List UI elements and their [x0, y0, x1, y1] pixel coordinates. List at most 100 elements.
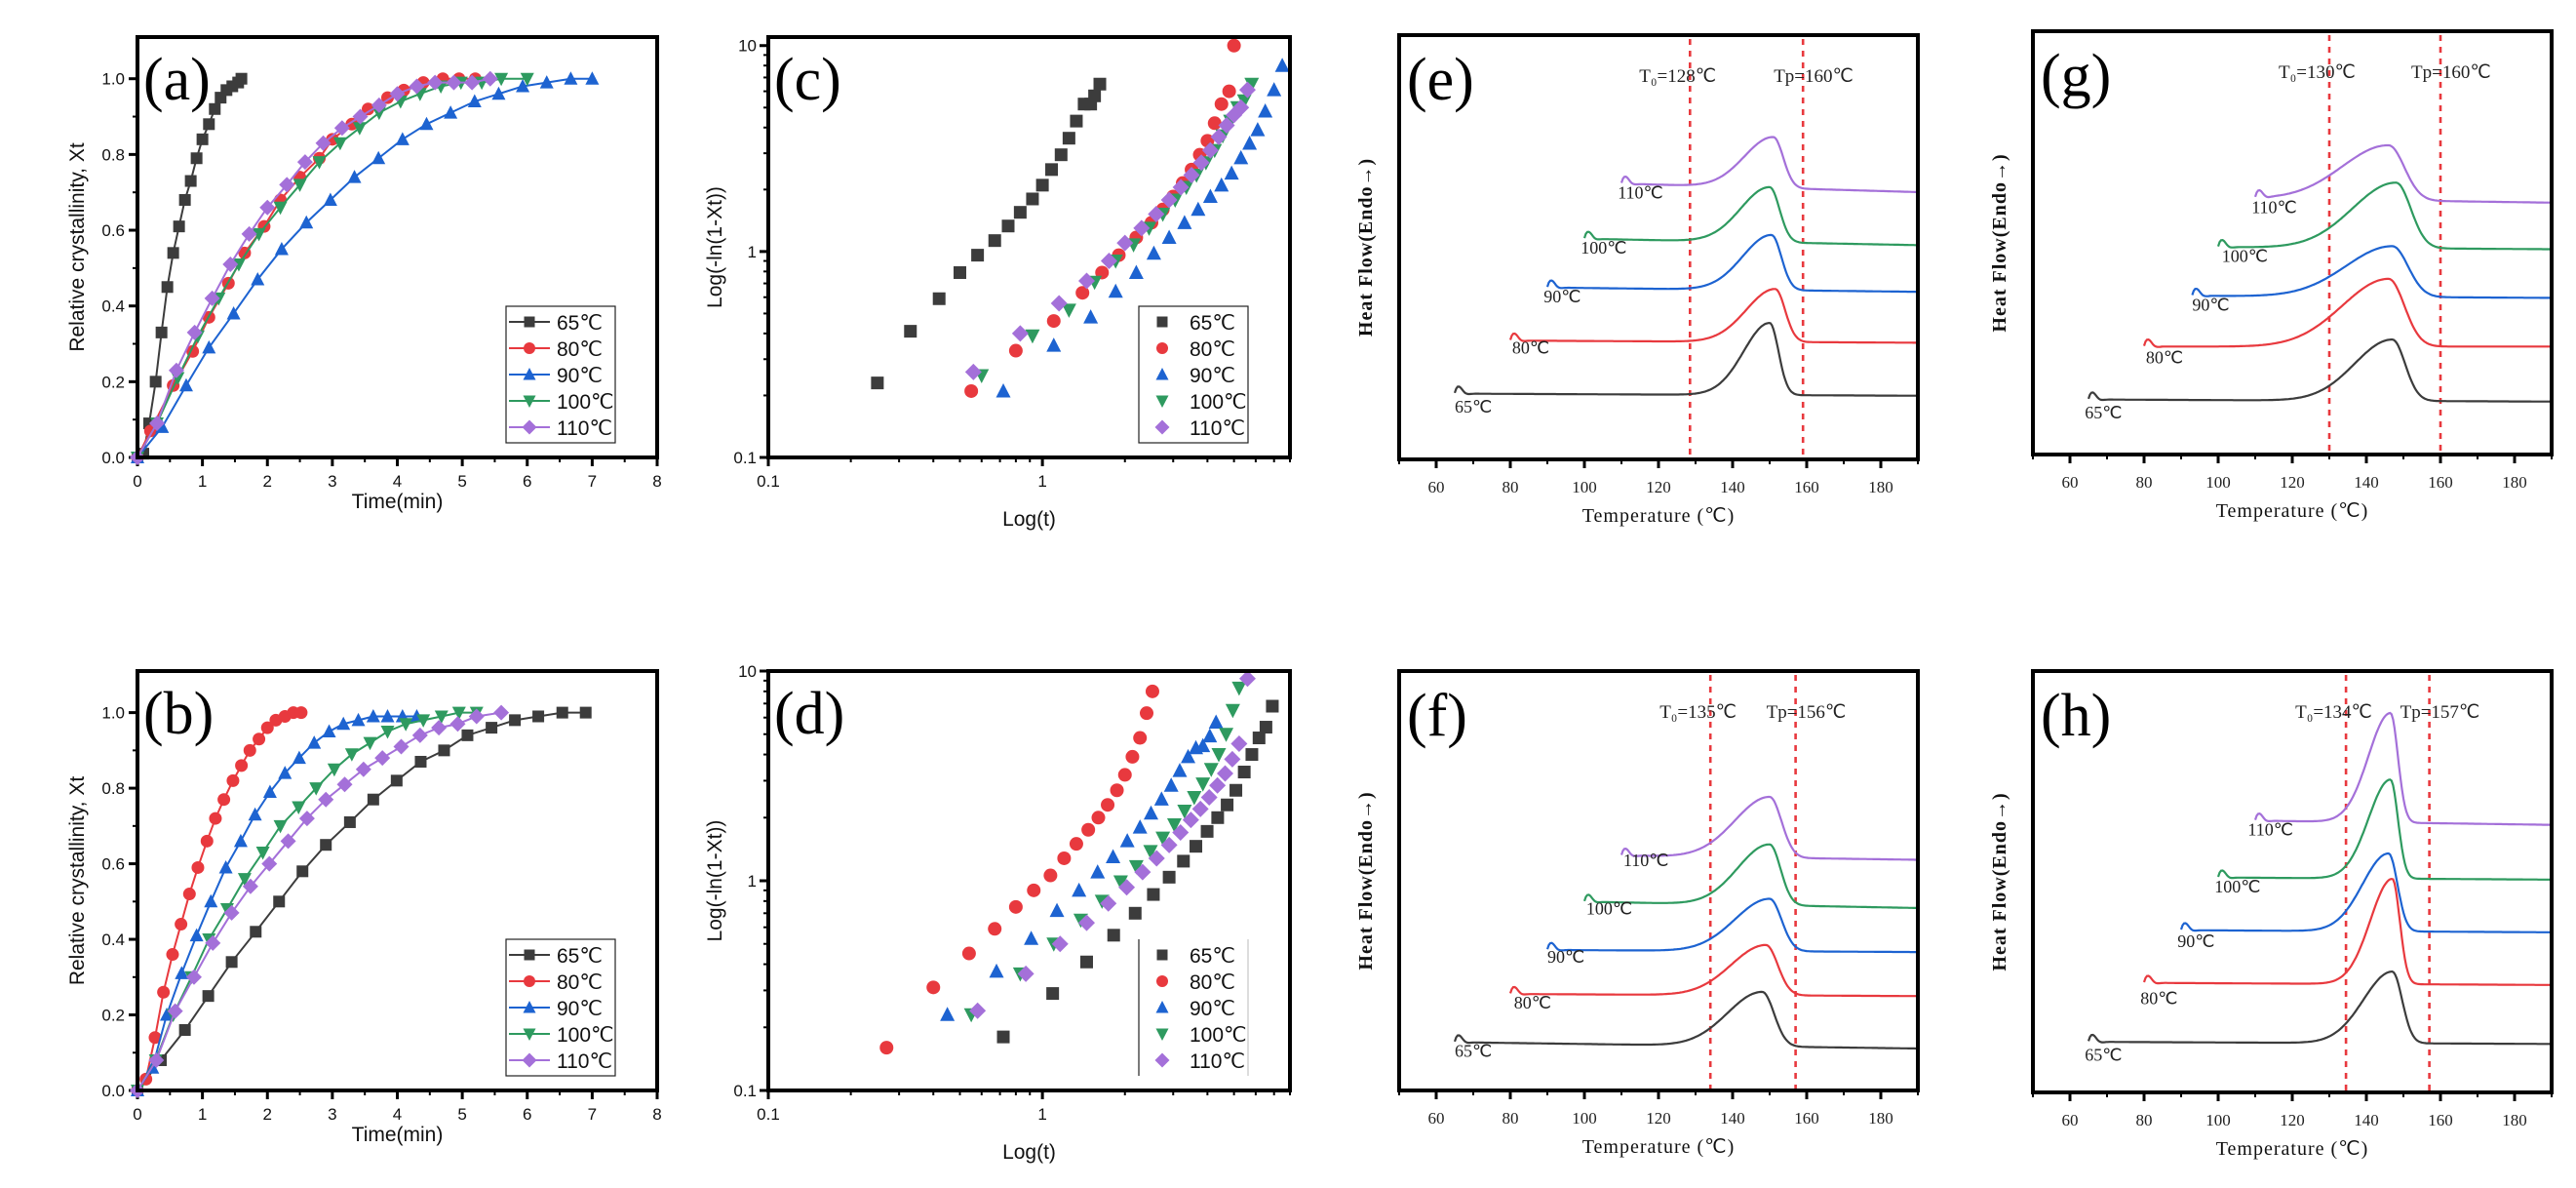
data-point: [1045, 163, 1059, 177]
data-point: [1200, 788, 1218, 806]
data-point: [1081, 822, 1096, 837]
curve-110: 110℃: [2247, 711, 2551, 839]
data-point: [336, 776, 353, 793]
data-point: [1162, 870, 1176, 884]
legend-label: 90℃: [557, 998, 603, 1020]
data-point: [237, 873, 252, 887]
legend-label: 80℃: [557, 971, 603, 994]
data-point: [186, 324, 203, 340]
chart-h: 60 80 100 120 140 160 180 Temperature (℃) Heat F…: [1989, 669, 2554, 1160]
data-point: [556, 706, 568, 719]
legend-label: 80℃: [1190, 338, 1235, 361]
series-110: [130, 70, 498, 465]
data-point: [1231, 681, 1247, 696]
series-line: [137, 77, 490, 458]
data-point: [260, 721, 274, 734]
series-100: [131, 706, 484, 1098]
data-point: [871, 376, 884, 390]
plot-frame: [136, 669, 659, 1092]
curve-90: 90℃: [1545, 897, 1917, 967]
x-tick-label: 160: [2428, 473, 2453, 492]
y-axis-title: Heat Flow(Endo→): [1355, 791, 1377, 970]
data-point: [250, 926, 262, 938]
chart-c: 0.1 1 0.1 1 10 Log(t) Log(-ln(1-Xt)) (c) 65℃ 80℃ 9…: [704, 35, 1292, 531]
data-point: [1238, 670, 1256, 688]
data-point: [1024, 931, 1039, 945]
dsc-curve: [1508, 288, 1917, 344]
data-point: [932, 292, 946, 305]
legend-label: 110℃: [557, 1050, 612, 1073]
data-point: [451, 706, 466, 721]
data-point: [1117, 768, 1132, 782]
data-point: [1172, 763, 1188, 777]
onset-label: T₀=134℃: [2295, 702, 2372, 723]
legend-marker: [523, 368, 536, 380]
data-point: [1134, 863, 1151, 881]
data-point: [159, 1008, 174, 1021]
data-point: [1222, 84, 1236, 99]
data-point: [1017, 965, 1034, 982]
series-90: [940, 714, 1224, 1021]
data-point: [964, 383, 979, 398]
data-point: [879, 1041, 894, 1055]
data-point: [273, 201, 288, 216]
series-100: [131, 72, 534, 465]
data-point: [209, 102, 221, 115]
data-point: [1108, 283, 1123, 298]
data-point: [363, 736, 377, 751]
data-point: [532, 710, 545, 723]
legend-label: 110℃: [557, 417, 612, 440]
data-point: [1166, 818, 1182, 833]
x-tick-label: 8: [652, 472, 661, 491]
x-tick-label: 2: [263, 472, 272, 491]
data-point: [327, 763, 341, 777]
data-point: [167, 247, 179, 259]
x-tick-label: 3: [328, 472, 336, 491]
data-point: [355, 761, 371, 777]
data-point: [1259, 721, 1272, 734]
data-point: [362, 102, 375, 116]
series-line: [137, 78, 243, 458]
data-point: [178, 377, 193, 392]
data-point: [409, 78, 425, 95]
curve-80: 80℃: [1508, 288, 1917, 357]
legend-marker: [523, 395, 536, 408]
data-point: [1232, 99, 1250, 116]
curve-label: 110℃: [1618, 182, 1663, 202]
data-point: [292, 801, 306, 814]
data-point: [1140, 706, 1154, 721]
data-point: [1172, 823, 1190, 841]
legend-marker: [1156, 316, 1168, 328]
data-point: [1046, 337, 1062, 352]
data-point: [1229, 783, 1243, 797]
data-point: [371, 97, 387, 113]
data-point: [367, 793, 379, 806]
data-point: [242, 878, 258, 894]
data-point: [1227, 38, 1241, 53]
plot-frame: [766, 35, 1292, 459]
data-point: [1046, 314, 1061, 329]
data-point: [904, 325, 917, 338]
data-point: [175, 966, 189, 979]
legend-marker: [524, 975, 535, 987]
y-tick-label: 0.0: [101, 449, 125, 467]
x-tick-label: 140: [2354, 1111, 2379, 1129]
dsc-curve: [1453, 990, 1918, 1050]
curve-90: 90℃: [2191, 245, 2552, 314]
x-tick-label: 100: [2205, 473, 2231, 492]
data-point: [926, 980, 941, 995]
x-tick-label: 120: [2280, 1111, 2305, 1129]
data-point: [1161, 229, 1177, 244]
dsc-curve: [1508, 943, 1917, 998]
data-point: [1132, 819, 1148, 834]
data-point: [259, 199, 276, 216]
legend-label: 80℃: [557, 338, 603, 361]
data-point: [395, 132, 410, 145]
series-90: [131, 71, 600, 463]
y-tick-label: 10: [738, 662, 757, 681]
data-point: [1210, 128, 1228, 145]
series-80: [131, 72, 482, 464]
x-tick-label: 1: [198, 1105, 207, 1124]
data-point: [233, 833, 248, 848]
data-point: [1230, 735, 1248, 753]
